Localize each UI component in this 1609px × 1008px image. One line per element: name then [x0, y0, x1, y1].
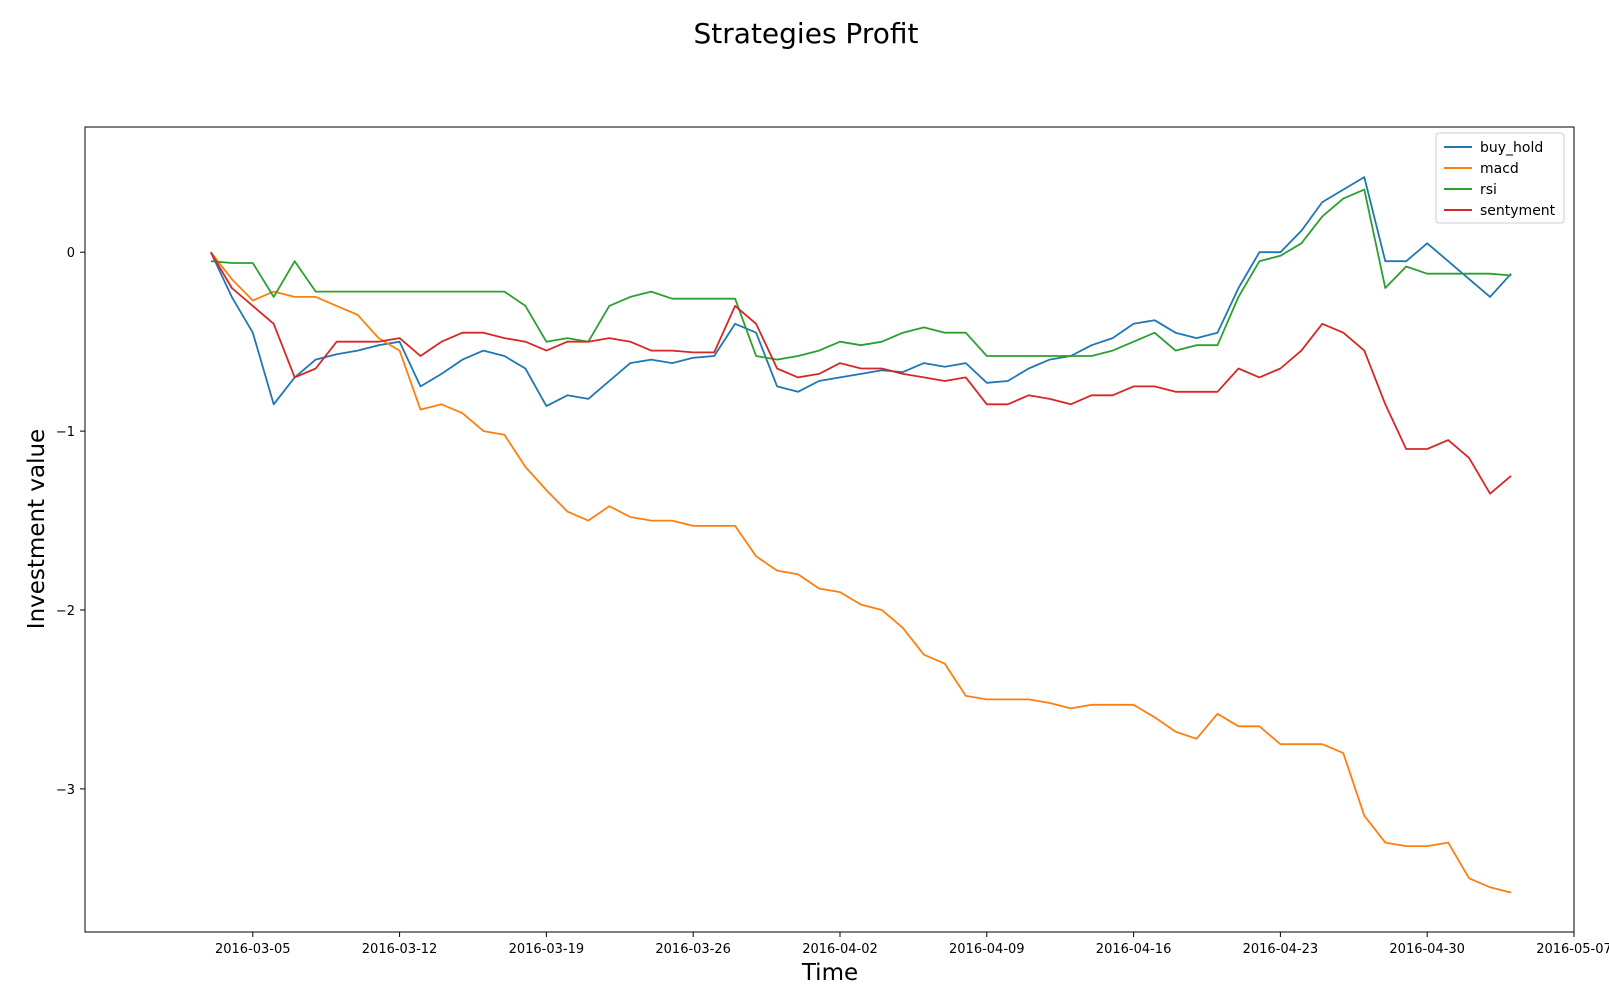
series-line-buy_hold — [209, 176, 1512, 408]
x-tick-label: 2016-04-16 — [1096, 942, 1172, 957]
x-axis-title: Time — [801, 960, 858, 986]
legend-label-rsi: rsi — [1480, 182, 1497, 198]
x-tick-label: 2016-03-05 — [215, 942, 291, 957]
x-tick-label: 2016-03-12 — [362, 942, 438, 957]
chart-title: Strategies Profit — [694, 17, 919, 50]
y-tick-label: −1 — [56, 425, 75, 440]
legend-label-buy_hold: buy_hold — [1480, 140, 1543, 156]
series-lines — [209, 176, 1512, 894]
x-tick-label: 2016-04-02 — [802, 942, 878, 957]
y-axis-ticks: 0 −1 −2 −3 — [56, 246, 85, 798]
legend-label-sentyment: sentyment — [1480, 203, 1556, 219]
x-tick-label: 2016-03-26 — [655, 942, 731, 957]
x-tick-label: 2016-04-30 — [1389, 942, 1465, 957]
legend-label-macd: macd — [1480, 161, 1519, 177]
y-tick-label: −3 — [56, 783, 75, 798]
x-tick-label: 2016-03-19 — [509, 942, 585, 957]
x-tick-label: 2016-04-09 — [949, 942, 1025, 957]
y-tick-label: 0 — [67, 246, 75, 261]
x-tick-label: 2016-05-07 — [1536, 942, 1609, 957]
legend-frame — [1435, 132, 1565, 224]
x-tick-label: 2016-04-23 — [1243, 942, 1319, 957]
plot-area — [84, 126, 1575, 933]
y-axis-title: Investment value — [24, 429, 50, 629]
x-axis-ticks: 2016-03-05 2016-03-12 2016-03-19 2016-03-26… — [215, 932, 1609, 957]
y-tick-label: −2 — [56, 604, 75, 619]
plot-frame — [84, 126, 1575, 933]
series-line-sentyment — [210, 251, 1512, 495]
series-line-rsi — [210, 188, 1512, 361]
series-line-macd — [210, 251, 1512, 894]
